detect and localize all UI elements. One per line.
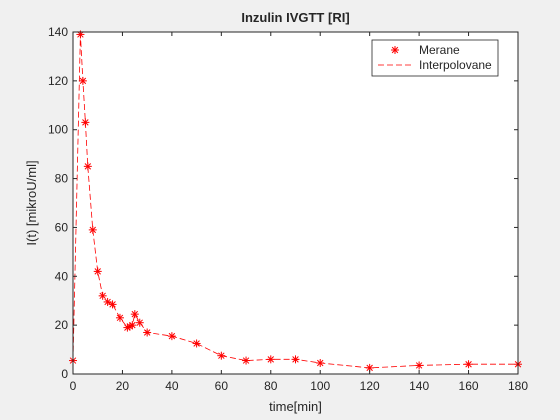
measured-point [192, 339, 201, 348]
y-tick-label: 40 [55, 269, 69, 283]
legend-marker-icon [391, 46, 399, 54]
measured-point [88, 225, 97, 234]
measured-point [128, 321, 137, 330]
measured-point [115, 313, 124, 322]
y-tick-label: 60 [55, 220, 69, 234]
measured-point [464, 360, 473, 369]
measured-point [83, 162, 92, 171]
measured-point [108, 300, 117, 309]
plot-frame [72, 31, 519, 375]
x-tick-label: 120 [360, 379, 380, 393]
x-tick-label: 180 [508, 379, 528, 393]
y-tick-label: 120 [48, 74, 68, 88]
x-tick-label: 140 [409, 379, 429, 393]
measured-point [135, 318, 144, 327]
x-tick-label: 60 [215, 379, 229, 393]
x-axis: 0 20 40 60 80 100 120 140 160 180 [70, 32, 528, 393]
measured-point [415, 361, 424, 370]
legend-item: Interpolovane [378, 58, 492, 72]
y-tick-label: 80 [55, 172, 69, 186]
measured-point [98, 291, 107, 300]
interpolated-line [72, 34, 518, 369]
measured-point [242, 356, 251, 365]
x-axis-title: time[min] [269, 399, 322, 414]
x-tick-label: 80 [264, 379, 278, 393]
measured-point [316, 359, 325, 368]
measured-series-layer [69, 30, 522, 372]
measured-point [291, 355, 300, 364]
legend-box [371, 39, 499, 77]
measured-point [130, 310, 139, 319]
plot-area [73, 32, 518, 374]
y-axis-title: I(t) [mikroU/ml] [24, 160, 39, 245]
measured-point [78, 76, 87, 85]
measured-point [143, 328, 152, 337]
x-tick-label: 100 [310, 379, 330, 393]
measured-point [217, 351, 226, 360]
measured-point [167, 332, 176, 341]
measured-point [81, 118, 90, 127]
y-tick-label: 140 [48, 25, 68, 39]
legend-label: Interpolovane [419, 58, 492, 72]
chart-title: Inzulin IVGTT [RI] [241, 10, 349, 25]
measured-point [93, 267, 102, 276]
legend-label: Merane [419, 43, 460, 57]
y-axis: 0 20 40 60 80 100 120 140 [48, 25, 518, 381]
x-tick-label: 40 [165, 379, 179, 393]
x-tick-label: 160 [459, 379, 479, 393]
y-tick-label: 100 [48, 123, 68, 137]
x-tick-label: 20 [116, 379, 130, 393]
interpolated-series-layer [72, 34, 518, 369]
measured-point [266, 355, 275, 364]
y-tick-label: 0 [61, 367, 68, 381]
x-tick-label: 0 [70, 379, 77, 393]
y-tick-label: 20 [55, 318, 69, 332]
legend-item: Merane [391, 43, 460, 57]
